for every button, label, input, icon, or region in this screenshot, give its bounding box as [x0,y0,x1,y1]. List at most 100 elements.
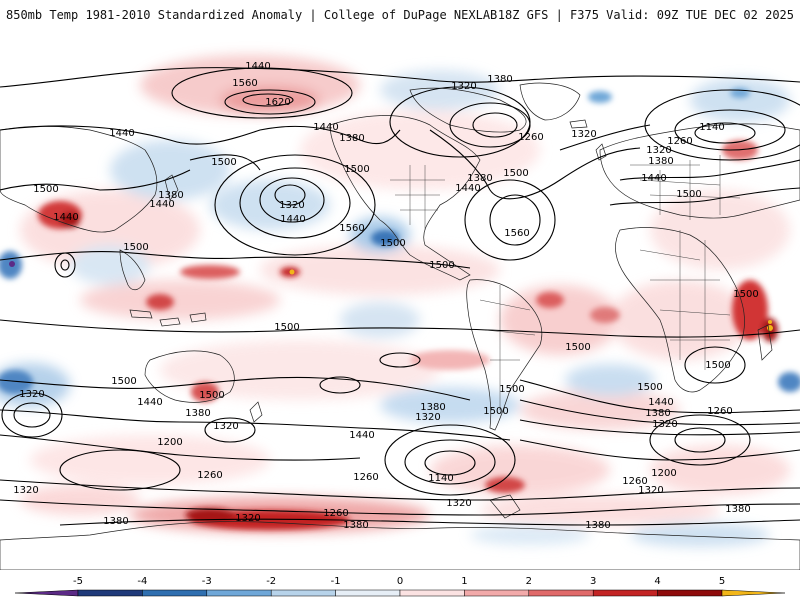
contour-label: 1380 [645,408,670,419]
map-title: 850mb Temp 1981-2010 Standardized Anomal… [6,8,498,22]
legend-swatch [399,589,465,597]
anomaly-legend: -5 -4 -3 -2 -1 0 1 2 3 4 5 [14,576,786,597]
legend-tick-label: 1 [461,576,467,587]
contour-label: 1500 [274,322,299,333]
model-run-info: 18Z GFS | F375 Valid: 09Z TUE DEC 02 202… [497,8,794,22]
contour-label: 1380 [343,520,368,531]
contour-label: 1260 [622,476,647,487]
contour-label: 1500 [33,184,58,195]
contour-label: 1260 [353,472,378,483]
contour-label: 1440 [245,61,270,72]
legend-tick-label: 0 [397,576,403,587]
legend-tick-label: -2 [266,576,276,587]
contour-label: 1440 [648,397,673,408]
contour-label: 1320 [638,485,663,496]
contour-label: 1440 [109,128,134,139]
contour-label: 1380 [585,520,610,531]
legend-swatch [528,589,594,597]
legend-tick-labels: -5 -4 -3 -2 -1 0 1 2 3 4 5 [73,576,725,587]
legend-swatch [270,589,336,597]
contour-label: 1320 [13,485,38,496]
contour-label: 1500 [123,242,148,253]
legend-tick-label: 4 [654,576,660,587]
legend-swatch [592,589,658,597]
contour-label: 1440 [137,397,162,408]
legend-swatch [464,589,530,597]
contour-label: 1500 [676,189,701,200]
contour-label: 1320 [451,81,476,92]
contour-label: 1500 [499,384,524,395]
contour-label: 1260 [323,508,348,519]
contour-label: 1500 [344,164,369,175]
contour-label: 1500 [705,360,730,371]
contour-label: 1440 [349,430,374,441]
contour-label: 1140 [428,473,453,484]
legend-tick-label: 3 [590,576,596,587]
contour-label: 1440 [280,214,305,225]
contour-label: 1380 [648,156,673,167]
contour-label: 1140 [699,122,724,133]
contour-label: 1380 [725,504,750,515]
legend-swatch [14,589,79,597]
contour-label: 1620 [265,97,290,108]
contour-label: 1260 [667,136,692,147]
contour-label: 1440 [149,199,174,210]
contour-label: 1260 [518,132,543,143]
contour-label: 1200 [157,437,182,448]
legend-tick-label: -1 [331,576,341,587]
contour-label: 1380 [420,402,445,413]
legend-swatch [721,589,786,597]
contour-label: 1260 [197,470,222,481]
legend-tick-label: -5 [73,576,83,587]
contour-label: 1500 [483,406,508,417]
contour-label: 1260 [707,406,732,417]
contour-label: 1320 [279,200,304,211]
legend-swatch [142,589,208,597]
contour-label: 1500 [199,390,224,401]
contour-label: 1380 [487,74,512,85]
contour-label: 1320 [646,145,671,156]
legend-swatch [206,589,272,597]
legend-swatch [657,589,723,597]
contour-label: 1380 [103,516,128,527]
contour-label: 1380 [158,190,183,201]
contour-label: 1380 [185,408,210,419]
contour-label: 1500 [503,168,528,179]
legend-swatch [77,589,143,597]
contour-label: 1320 [19,389,44,400]
legend-swatch [335,589,401,597]
coastlines [0,82,800,570]
contour-label: 1560 [232,78,257,89]
legend-tick-label: -3 [202,576,212,587]
legend-tick-label: 2 [526,576,532,587]
contour-label: 1440 [455,183,480,194]
contour-label: 1380 [467,173,492,184]
contour-label: 1200 [651,468,676,479]
title-bar: 850mb Temp 1981-2010 Standardized Anomal… [0,0,800,30]
legend-tick-label: 5 [719,576,725,587]
contour-label: 1500 [380,238,405,249]
political-borders [390,155,741,410]
height-contours [0,67,800,526]
contour-label: 1320 [652,419,677,430]
contour-label: 1320 [415,412,440,423]
contour-label: 1320 [213,421,238,432]
contour-label: 1500 [565,342,590,353]
contour-label: 1500 [733,289,758,300]
contour-label: 1440 [641,173,666,184]
contour-label: 1560 [504,228,529,239]
contour-label: 1500 [111,376,136,387]
contour-label: 1320 [235,513,260,524]
contour-label: 1440 [53,212,78,223]
contour-label: 1320 [446,498,471,509]
contour-label: 1380 [339,133,364,144]
contour-label: 1440 [313,122,338,133]
contour-label: 1500 [211,157,236,168]
contour-label: 1320 [571,129,596,140]
contour-label: 1500 [429,260,454,271]
legend-color-bar [14,589,786,597]
legend-tick-label: -4 [137,576,147,587]
contour-label: 1500 [637,382,662,393]
